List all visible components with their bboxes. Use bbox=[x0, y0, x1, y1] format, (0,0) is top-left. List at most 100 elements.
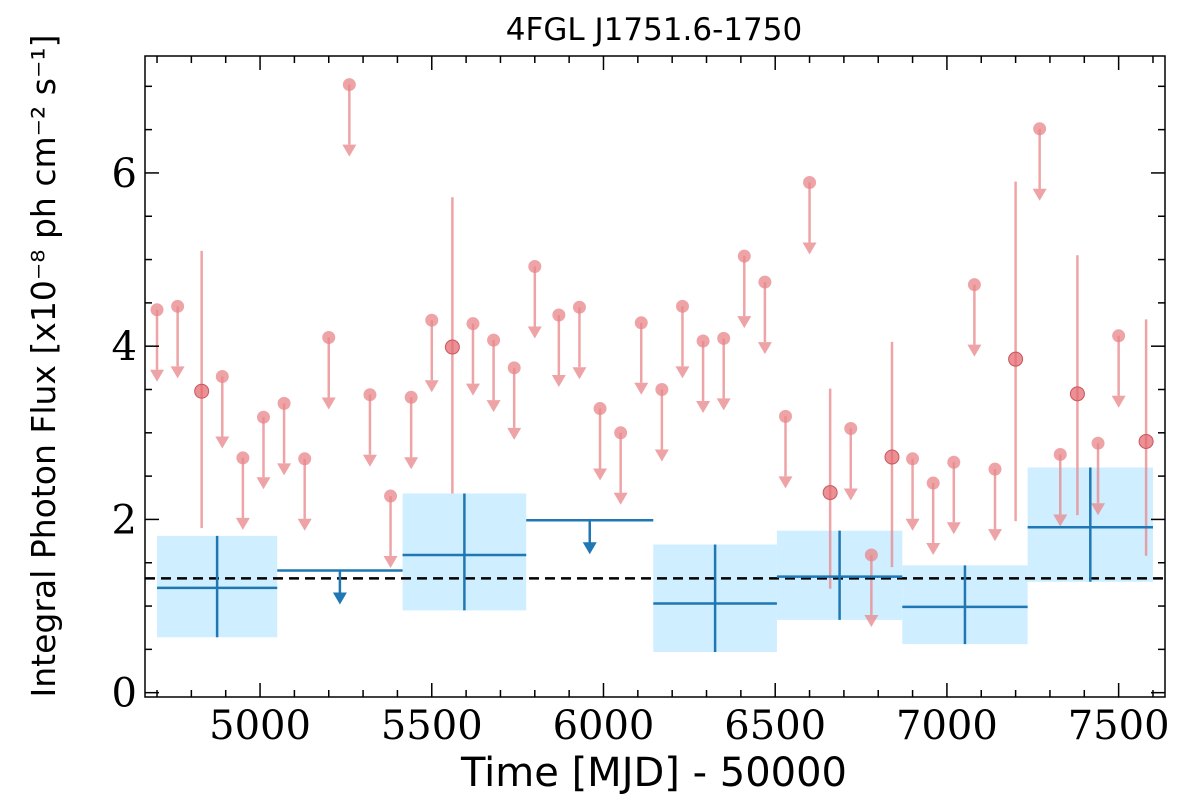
fine-upper-limit-arrowhead bbox=[946, 522, 961, 535]
y-tick-label: 4 bbox=[112, 324, 137, 370]
fine-upper-limit-point bbox=[507, 361, 521, 375]
fine-upper-limit-arrowhead bbox=[675, 366, 690, 379]
fine-upper-limit-point bbox=[404, 390, 418, 404]
x-tick-label: 6500 bbox=[724, 703, 826, 749]
fine-upper-limit-arrowhead bbox=[1032, 188, 1047, 201]
fine-upper-limit-point bbox=[737, 249, 751, 263]
y-tick-label: 0 bbox=[112, 671, 137, 717]
fine-upper-limit-arrowhead bbox=[613, 492, 628, 505]
fine-upper-limit-point bbox=[1112, 329, 1126, 343]
fine-upper-limit-point bbox=[947, 455, 961, 469]
fine-detection-point bbox=[1008, 351, 1024, 367]
fine-upper-limit-arrowhead bbox=[150, 369, 165, 382]
fine-upper-limit-point bbox=[572, 300, 586, 314]
fine-upper-limit-arrowhead bbox=[465, 383, 480, 396]
x-tick-label: 6000 bbox=[553, 703, 655, 749]
fine-upper-limit-point bbox=[1091, 436, 1105, 450]
fine-upper-limit-arrowhead bbox=[1111, 395, 1126, 408]
fine-upper-limit-arrowhead bbox=[737, 316, 752, 329]
fine-upper-limit-arrowhead bbox=[1053, 514, 1068, 527]
fine-upper-limit-arrowhead bbox=[551, 374, 566, 387]
fine-upper-limit-arrowhead bbox=[572, 367, 587, 380]
fine-upper-limit-point bbox=[864, 548, 878, 562]
fine-upper-limit-point bbox=[215, 370, 229, 383]
fine-detection-point bbox=[884, 449, 900, 465]
x-tick-label: 7000 bbox=[896, 703, 998, 749]
fine-upper-limit-point bbox=[675, 299, 689, 313]
fine-upper-limit-arrowhead bbox=[527, 326, 542, 339]
fine-detection-point bbox=[822, 485, 838, 501]
fine-upper-limit-arrowhead bbox=[967, 344, 982, 357]
coarse-upper-limit-arrowhead bbox=[332, 592, 347, 605]
fine-upper-limit-arrowhead bbox=[507, 427, 522, 440]
fine-upper-limit-point bbox=[425, 313, 439, 327]
fine-upper-limit-point bbox=[1053, 447, 1067, 461]
fine-upper-limit-arrowhead bbox=[634, 382, 649, 395]
fine-upper-limit-point bbox=[277, 396, 291, 410]
fine-upper-limit-arrowhead bbox=[297, 518, 312, 531]
fine-upper-limit-point bbox=[696, 334, 710, 348]
fine-upper-limit-arrowhead bbox=[905, 518, 920, 531]
chart-title: 4FGL J1751.6-1750 bbox=[506, 12, 802, 48]
fine-upper-limit-arrowhead bbox=[802, 242, 817, 255]
fine-upper-limit-point bbox=[384, 489, 398, 503]
x-axis-label: Time [MJD] - 50000 bbox=[460, 750, 847, 796]
fine-upper-limit-point bbox=[988, 462, 1002, 476]
plot-area: 5000 5500 6000 6500 7000 7500 0 2 4 6 bbox=[112, 55, 1170, 749]
fine-upper-limit-point bbox=[487, 333, 501, 347]
x-tick-label: 7500 bbox=[1068, 703, 1170, 749]
fine-upper-limit-point bbox=[758, 275, 772, 289]
fine-upper-limit-arrowhead bbox=[383, 556, 398, 569]
fine-detection-point bbox=[444, 339, 460, 355]
fine-upper-limit-arrowhead bbox=[593, 468, 608, 481]
fine-upper-limit-point bbox=[967, 278, 981, 292]
y-tick-label: 2 bbox=[112, 497, 137, 543]
fine-upper-limit-point bbox=[926, 476, 940, 490]
fine-upper-limit-point bbox=[256, 410, 270, 424]
fine-detection-point bbox=[194, 383, 210, 399]
fine-upper-limit-arrowhead bbox=[486, 400, 501, 413]
fine-upper-limit-point bbox=[634, 316, 648, 330]
fine-upper-limit-point bbox=[298, 452, 312, 466]
fine-upper-limit-arrowhead bbox=[778, 476, 793, 489]
fine-upper-limit-point bbox=[150, 303, 164, 317]
y-axis-label: Integral Photon Flux [x10⁻⁸ ph cm⁻² s⁻¹] bbox=[24, 35, 63, 698]
fine-upper-limit-point bbox=[363, 388, 377, 402]
fine-upper-limit-arrowhead bbox=[926, 543, 941, 556]
fine-upper-limit-point bbox=[779, 409, 793, 423]
fine-upper-limit-point bbox=[593, 402, 607, 416]
fine-upper-limit-point bbox=[717, 331, 731, 345]
plot-frame bbox=[144, 55, 1166, 698]
fine-upper-limit-arrowhead bbox=[696, 400, 711, 413]
fine-upper-limit-arrowhead bbox=[654, 449, 669, 462]
fine-upper-limit-point bbox=[552, 308, 566, 322]
fine-upper-limit-arrowhead bbox=[424, 380, 439, 393]
fine-upper-limit-arrowhead bbox=[277, 463, 292, 476]
fine-upper-limit-arrowhead bbox=[864, 614, 879, 627]
fine-upper-limit-point bbox=[171, 299, 185, 313]
fine-upper-limit-point bbox=[614, 426, 628, 440]
fine-detection-point bbox=[1138, 433, 1154, 449]
fine-upper-limit-point bbox=[466, 317, 480, 331]
fine-upper-limit-point bbox=[844, 421, 858, 435]
fine-upper-limit-point bbox=[236, 451, 250, 465]
fine-upper-limit-point bbox=[906, 452, 920, 466]
fine-upper-limit-point bbox=[1033, 122, 1047, 136]
coarse-upper-limit-arrowhead bbox=[582, 542, 597, 555]
fine-upper-limit-arrowhead bbox=[342, 144, 357, 157]
x-tick-label: 5500 bbox=[381, 703, 483, 749]
fine-upper-limit-point bbox=[322, 331, 336, 345]
fine-upper-limit-arrowhead bbox=[988, 529, 1002, 542]
fine-upper-limit-arrowhead bbox=[215, 436, 230, 449]
fine-upper-limit-point bbox=[528, 259, 542, 273]
fine-upper-limit-arrowhead bbox=[404, 457, 419, 470]
fine-upper-limit-point bbox=[342, 78, 356, 92]
fine-upper-limit-arrowhead bbox=[1091, 503, 1106, 516]
fine-upper-limit-arrowhead bbox=[716, 398, 731, 411]
fine-upper-limit-arrowhead bbox=[362, 454, 377, 467]
fine-detection-point bbox=[1069, 386, 1085, 402]
x-tick-label: 5000 bbox=[209, 703, 311, 749]
fine-upper-limit-arrowhead bbox=[170, 366, 185, 379]
fine-upper-limit-arrowhead bbox=[843, 488, 858, 501]
